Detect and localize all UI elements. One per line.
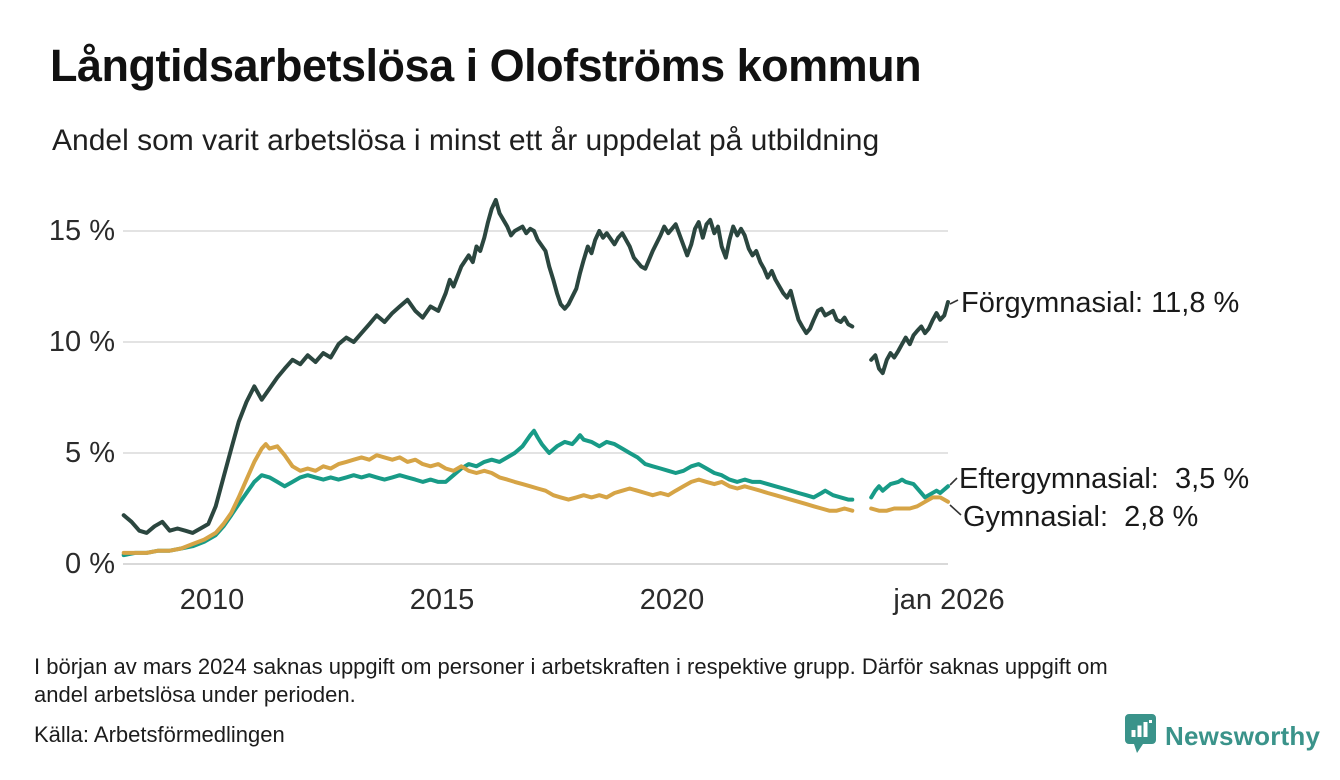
y-axis-tick-0: 0 %	[65, 548, 115, 580]
footnote-line-1: I början av mars 2024 saknas uppgift om …	[34, 654, 1108, 679]
chart-subtitle: Andel som varit arbetslösa i minst ett å…	[52, 124, 880, 157]
x-axis-tick-jan-2026: jan 2026	[893, 584, 1005, 616]
footnote-line-2: andel arbetslösa under perioden.	[34, 681, 356, 707]
series-line-gymnasial-segment-2	[869, 495, 950, 513]
series-line-gymnasial-segment-1	[121, 442, 855, 555]
series-line-förgymnasial-segment-2	[869, 300, 950, 376]
label-connector-eftergymnasial	[949, 477, 958, 486]
series-line-eftergymnasial-segment-1	[121, 428, 855, 558]
footnote: I början av mars 2024 saknas uppgift om …	[34, 653, 1304, 708]
x-axis-tick-2020: 2020	[639, 584, 705, 616]
series-line-förgymnasial-segment-1	[121, 197, 855, 535]
series-end-label-gymnasial: Gymnasial: 2,8 %	[963, 501, 1199, 533]
label-connector-gymnasial	[949, 504, 962, 516]
series-line-eftergymnasial-segment-2	[869, 477, 950, 500]
y-axis-tick-5: 5 %	[65, 437, 115, 469]
y-axis-tick-15: 15 %	[48, 215, 115, 247]
label-connector-förgymnasial	[949, 299, 959, 305]
newsworthy-logo: Newsworthy	[1124, 712, 1324, 758]
series-end-label-eftergymnasial: Eftergymnasial: 3,5 %	[959, 463, 1250, 495]
y-axis-tick-10: 10 %	[48, 326, 115, 358]
series-end-label-forgymnasial: Förgymnasial: 11,8 %	[961, 287, 1240, 319]
speech-bubble-bar-chart-icon	[1125, 714, 1156, 753]
x-axis-tick-2010: 2010	[179, 584, 245, 616]
page-title: Långtidsarbetslösa i Olofströms kommun	[50, 40, 922, 91]
newsworthy-wordmark: Newsworthy	[1165, 720, 1321, 751]
x-axis-tick-2015: 2015	[409, 584, 475, 616]
source-note: Källa: Arbetsförmedlingen	[34, 722, 285, 747]
